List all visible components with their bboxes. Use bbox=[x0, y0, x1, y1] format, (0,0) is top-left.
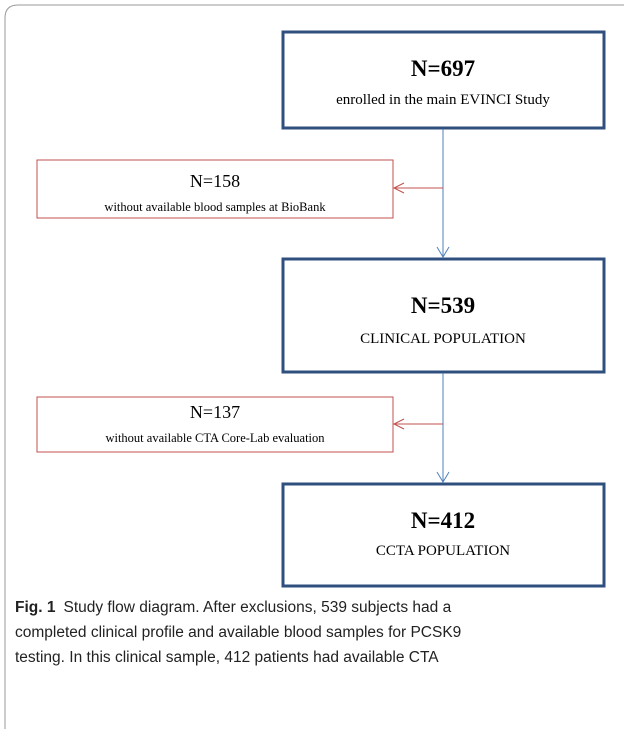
caption-text: testing. In this clinical sample, 412 pa… bbox=[15, 649, 439, 666]
exclusion-label: without available CTA Core-Lab evaluatio… bbox=[105, 431, 325, 445]
exclusion-box bbox=[36, 396, 394, 453]
exclusion-count: N=158 bbox=[190, 171, 240, 191]
node-count: N=539 bbox=[411, 293, 475, 318]
node-label: enrolled in the main EVINCI Study bbox=[336, 92, 550, 108]
caption-text: Study flow diagram. After exclusions, 53… bbox=[63, 599, 451, 616]
node-box bbox=[281, 30, 606, 130]
node-count: N=412 bbox=[411, 508, 475, 533]
caption-line: Fig. 1 Study flow diagram. After exclusio… bbox=[15, 599, 452, 616]
arrow-head bbox=[436, 246, 450, 258]
node-box bbox=[281, 257, 606, 374]
arrow-head bbox=[392, 182, 405, 194]
caption-label: Fig. 1 bbox=[15, 599, 56, 616]
caption-text: completed clinical profile and available… bbox=[15, 624, 461, 641]
figure-border bbox=[4, 4, 624, 729]
arrow-head bbox=[436, 471, 450, 483]
node-label: CLINICAL POPULATION bbox=[360, 331, 526, 347]
exclusion-label: without available blood samples at BioBa… bbox=[104, 200, 326, 214]
exclusion-box bbox=[36, 159, 394, 219]
exclusion-count: N=137 bbox=[190, 402, 240, 422]
node-count: N=697 bbox=[411, 56, 475, 81]
node-label: CCTA POPULATION bbox=[376, 543, 510, 559]
arrow-head bbox=[392, 418, 405, 430]
node-box bbox=[281, 482, 606, 588]
